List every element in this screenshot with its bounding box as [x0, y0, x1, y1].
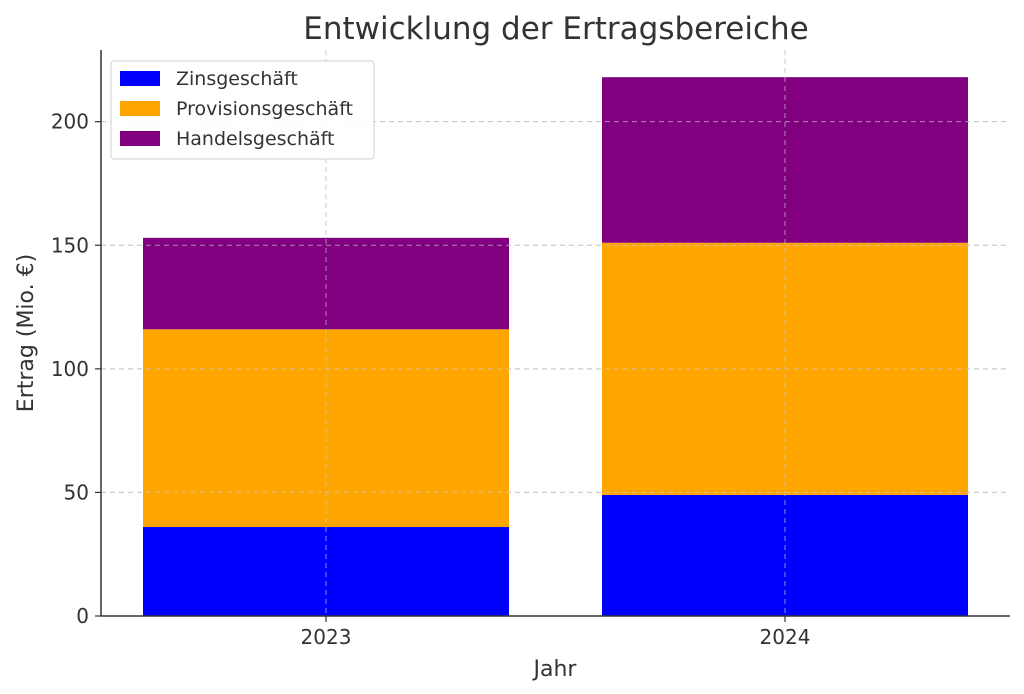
y-tick-label: 100: [51, 357, 89, 381]
bars: [101, 50, 1010, 616]
axes: [95, 50, 1010, 622]
legend-swatch: [120, 101, 160, 116]
x-axis-title: Jahr: [532, 657, 578, 682]
legend-swatch: [120, 71, 160, 86]
legend-box: [110, 60, 375, 160]
legend-label: Zinsgeschäft: [176, 68, 298, 90]
legend-swatch: [120, 131, 160, 146]
legend: Zinsgeschäft Provisionsgeschäft Handelsges…: [110, 60, 375, 160]
y-tick-label: 0: [76, 604, 89, 628]
x-tick-label: 2023: [301, 625, 352, 649]
chart-title: Entwicklung der Ertragsbereiche: [303, 11, 808, 47]
y-tick-label: 200: [51, 110, 89, 134]
y-tick-label: 50: [64, 480, 89, 504]
legend-label: Provisionsgeschäft: [176, 98, 353, 120]
legend-label: Handelsgeschäft: [176, 128, 335, 150]
y-tick-label: 150: [51, 233, 89, 257]
x-tick-label: 2024: [760, 625, 811, 649]
y-axis-title: Ertrag (Mio. €): [14, 254, 39, 412]
tick-labels: 0 50 100 150 200 2023 2024: [51, 110, 811, 649]
